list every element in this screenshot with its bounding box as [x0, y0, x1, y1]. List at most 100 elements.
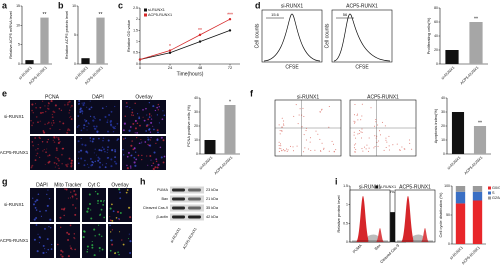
cell — [32, 197, 34, 199]
column-label: Cyt C — [88, 182, 101, 188]
cell — [152, 167, 155, 171]
cell — [45, 251, 47, 253]
y-tick-label: 10 — [194, 138, 198, 142]
cell — [89, 157, 92, 160]
cell — [118, 188, 121, 191]
event — [358, 132, 360, 134]
blot-strip — [170, 213, 204, 221]
event — [319, 111, 321, 113]
event — [361, 128, 363, 130]
cell — [88, 193, 91, 196]
event — [278, 150, 280, 152]
cell — [99, 118, 101, 121]
event — [355, 137, 357, 139]
cell — [72, 204, 74, 206]
cell — [70, 106, 72, 108]
micrograph — [76, 136, 120, 170]
event — [293, 150, 295, 152]
legend-label: si-RUNX1 — [379, 185, 396, 189]
cell — [80, 137, 82, 140]
cell — [78, 124, 80, 127]
cell — [156, 106, 159, 109]
cell — [159, 146, 162, 149]
band — [172, 188, 185, 192]
cell — [154, 109, 157, 112]
cell — [150, 121, 153, 124]
cell — [92, 119, 95, 122]
event — [304, 147, 306, 149]
cell — [64, 104, 66, 106]
cell — [79, 110, 82, 113]
cell — [65, 164, 67, 166]
cell — [64, 207, 66, 209]
cell — [128, 129, 131, 132]
cell — [35, 149, 37, 151]
cell — [127, 238, 130, 240]
significance: ** — [474, 16, 478, 22]
point — [198, 33, 202, 37]
cell — [49, 127, 52, 130]
cell — [119, 191, 121, 194]
cell — [34, 207, 37, 209]
cell — [67, 197, 69, 199]
cell — [86, 125, 88, 128]
cell — [70, 162, 73, 165]
cell — [69, 245, 71, 247]
cell — [33, 218, 36, 221]
y-tick-label: 40 — [441, 96, 445, 100]
cell — [60, 254, 62, 256]
cell — [34, 137, 37, 139]
event — [373, 147, 375, 149]
bar — [445, 50, 459, 64]
point — [168, 51, 172, 54]
cell — [66, 131, 69, 134]
cell — [162, 161, 165, 164]
cell — [53, 136, 56, 138]
y-tick-label: 0 — [18, 62, 20, 66]
cell — [42, 150, 44, 152]
y-axis-label: Cell cycle distribution (%) — [438, 192, 443, 238]
row-label: si-RUNX1 — [4, 202, 24, 207]
line — [139, 18, 231, 60]
bar-segment — [455, 203, 466, 244]
cell — [107, 130, 109, 133]
x-tick-label: PUMA — [352, 243, 363, 254]
significance: * — [169, 44, 171, 50]
event — [353, 131, 355, 133]
cell — [88, 108, 91, 111]
event — [278, 147, 280, 149]
cell — [59, 120, 61, 123]
cell — [60, 109, 63, 111]
cell — [98, 157, 101, 160]
cell — [102, 201, 105, 203]
cell — [55, 163, 58, 165]
band — [172, 215, 185, 219]
x-tick-label: si-RUNX1 — [74, 66, 89, 81]
cell — [36, 250, 39, 253]
cell — [54, 166, 56, 168]
cell — [68, 129, 71, 132]
cell — [68, 101, 70, 103]
row-label: ACP5-RUNX1 — [0, 238, 29, 243]
cell — [136, 136, 138, 139]
cell — [122, 148, 124, 151]
event — [278, 124, 280, 126]
cell — [148, 116, 151, 118]
y-tick-label: 1.5 — [133, 28, 138, 32]
cell — [140, 142, 142, 144]
cell — [82, 113, 84, 115]
event — [362, 150, 364, 152]
panel-letter: f — [250, 88, 254, 98]
group-label: ACP5-RUNX1 — [346, 3, 378, 9]
cell — [57, 138, 60, 141]
cell — [83, 124, 86, 127]
event — [354, 151, 356, 153]
cell — [59, 216, 62, 219]
cell — [117, 251, 119, 253]
event — [281, 130, 283, 132]
y-tick-label: 15 — [16, 4, 20, 8]
cell — [94, 148, 96, 150]
cell — [155, 142, 157, 144]
cell — [84, 159, 86, 162]
cell — [37, 121, 39, 124]
